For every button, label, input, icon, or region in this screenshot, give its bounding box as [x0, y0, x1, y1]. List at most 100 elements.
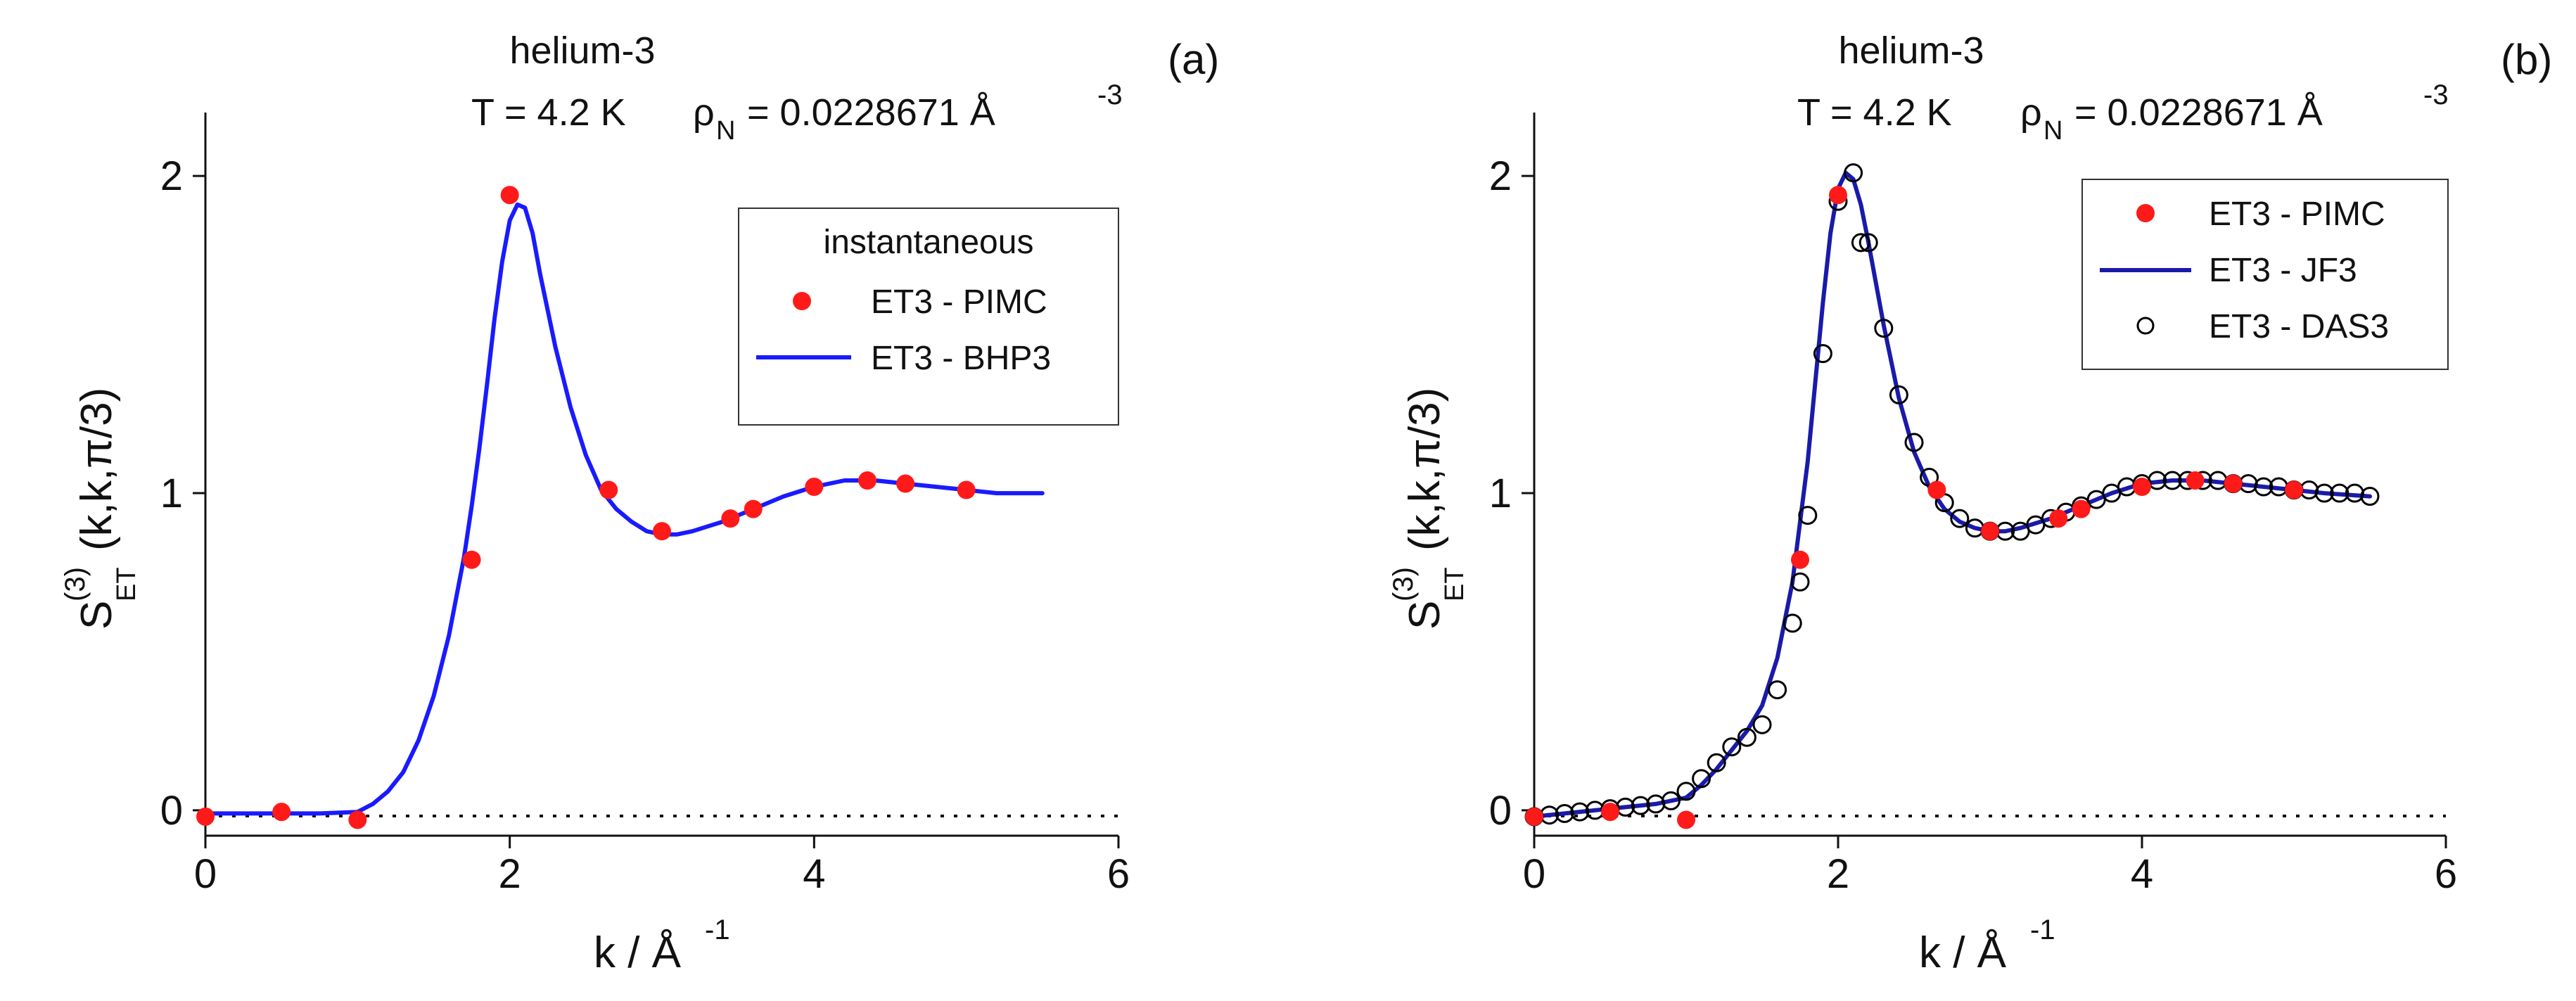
panel-a-data-point-et3-pimc [896, 474, 915, 493]
panel-b-data-point-et3-pimc [1829, 186, 1847, 205]
panel-b-data-point-et3-pimc [1791, 550, 1809, 569]
panel-a-xlabel-sup: -1 [705, 914, 730, 945]
panel-b-legend: ET3 - PIMC ET3 - JF3 ET3 - DAS3 [2081, 179, 2449, 370]
panel-b-data-point-et3-das3 [1631, 796, 1650, 815]
panel-a-x-tick-label: 0 [194, 851, 217, 897]
panel-b-series [1524, 163, 2380, 829]
panel-b-data-point-et3-das3 [2314, 483, 2334, 503]
panel-b-data-point-et3-das3 [1950, 509, 1970, 528]
panel-a-y-tick-label: 0 [160, 788, 183, 834]
panel-b-title-rho-exp: -3 [2423, 79, 2449, 110]
panel-a-y-ticks: 0 1 2 [160, 153, 205, 834]
panel-a-legend-label-pimc: ET3 - PIMC [871, 283, 1047, 321]
panel-b-data-point-et3-das3 [1874, 319, 1894, 338]
panel-a-title-temperature: T = 4.2 K [471, 91, 626, 134]
panel-b-ylabel-args: (k,k,π/3) [1401, 388, 1449, 551]
panel-b-data-point-et3-das3 [2148, 471, 2167, 490]
panel-a: helium-3 T = 4.2 K ρ N = 0.0228671 Å -3 … [60, 30, 1219, 977]
panel-b-title-line1: helium-3 [1838, 30, 1984, 72]
panel-a-ylabel-sup: (3) [60, 567, 91, 601]
panel-b-data-point-et3-das3 [2330, 483, 2349, 503]
panel-b-data-point-et3-pimc [1677, 810, 1695, 829]
panel-b-y-ticks: 0 1 2 [1489, 153, 1534, 834]
panel-a-x-tick-label: 6 [1107, 851, 1130, 897]
panel-b-data-point-et3-pimc [2285, 480, 2303, 499]
panel-b: helium-3 T = 4.2 K ρ N = 0.0228671 Å -3 … [1388, 30, 2552, 977]
panel-b-data-point-et3-das3 [2117, 477, 2136, 497]
panel-b-title-temperature: T = 4.2 K [1797, 91, 1952, 134]
panel-b-xlabel-main: k / Å [1919, 929, 2007, 977]
panel-a-legend-marker-pimc [793, 292, 811, 310]
panel-b-y-tick-label: 1 [1489, 471, 1512, 516]
panel-b-legend-marker-das3 [2136, 317, 2155, 335]
panel-b-data-point-et3-das3 [1661, 791, 1681, 810]
panel-b-data-point-et3-pimc [2072, 499, 2091, 518]
panel-b-data-point-et3-das3 [2254, 477, 2274, 497]
panel-a-xlabel-main: k / Å [594, 929, 682, 977]
panel-a-label: (a) [1168, 36, 1219, 83]
panel-b-data-point-et3-pimc [2186, 471, 2205, 490]
panel-b-data-point-et3-das3 [1798, 506, 1818, 525]
panel-b-title-rho-symbol: ρ [2020, 91, 2042, 134]
panel-a-x-ticks: 0 2 4 6 [194, 836, 1130, 897]
panel-b-data-point-et3-das3 [1858, 233, 1878, 253]
panel-a-series [196, 186, 1045, 829]
panel-b-data-point-et3-das3 [1676, 782, 1696, 801]
panel-a-title-rho-exp: -3 [1097, 79, 1123, 110]
panel-b-data-point-et3-das3 [2208, 471, 2228, 490]
panel-a-ylabel-sub: ET [112, 567, 141, 601]
panel-a-data-point-et3-pimc [721, 509, 740, 528]
panel-a-data-point-et3-pimc [858, 471, 877, 490]
panel-b-ylabel-main: S [1401, 601, 1449, 630]
panel-b-data-point-et3-das3 [1752, 715, 1772, 734]
panel-b-data-point-et3-das3 [2269, 477, 2288, 497]
panel-b-x-tick-label: 0 [1523, 851, 1545, 897]
panel-a-legend-label-bhp3: ET3 - BHP3 [871, 340, 1051, 377]
panel-b-legend-label-pimc: ET3 - PIMC [2209, 196, 2385, 233]
panel-a-ylabel-args: (k,k,π/3) [72, 388, 121, 551]
panel-a-data-point-et3-pimc [599, 480, 618, 499]
panel-b-data-point-et3-das3 [1889, 385, 1908, 404]
panel-b-data-point-et3-das3 [2345, 483, 2364, 503]
panel-a-data-point-et3-pimc [348, 810, 367, 829]
panel-a-data-point-et3-pimc [462, 550, 481, 569]
panel-b-title-rho-sub: N [2043, 116, 2062, 146]
panel-a-title-line1: helium-3 [509, 30, 655, 72]
panel-b-legend-label-das3: ET3 - DAS3 [2209, 308, 2389, 345]
panel-a-data-point-et3-pimc [653, 522, 671, 541]
panel-b-data-point-et3-pimc [1981, 522, 1999, 541]
panel-b-data-point-et3-das3 [1737, 727, 1756, 747]
panel-a-data-point-et3-pimc [196, 807, 215, 826]
panel-b-data-point-et3-pimc [2049, 509, 2068, 528]
panel-b-x-tick-label: 4 [2131, 851, 2153, 897]
panel-a-legend: instantaneous ET3 - PIMC ET3 - BHP3 [738, 208, 1119, 426]
panel-b-data-point-et3-das3 [1813, 344, 1832, 364]
panel-b-label: (b) [2501, 36, 2552, 83]
panel-b-data-point-et3-pimc [2133, 478, 2151, 497]
panel-a-title-rho-symbol: ρ [693, 91, 715, 134]
panel-b-data-point-et3-das3 [1768, 680, 1787, 700]
panel-b-ylabel-sup: (3) [1388, 567, 1419, 601]
panel-b-x-ticks: 0 2 4 6 [1523, 836, 2457, 897]
panel-b-data-point-et3-das3 [2360, 487, 2380, 506]
panel-b-data-point-et3-das3 [1844, 163, 1863, 183]
panel-a-legend-title: instantaneous [824, 224, 1034, 261]
panel-b-xlabel-sup: -1 [2030, 914, 2055, 945]
panel-b-y-tick-label: 2 [1489, 153, 1512, 199]
panel-a-ylabel-main: S [72, 601, 121, 630]
panel-b-data-point-et3-das3 [1722, 737, 1742, 757]
panel-b-data-point-et3-das3 [2300, 480, 2319, 500]
panel-b-y-tick-label: 0 [1489, 788, 1512, 834]
panel-a-y-axis-title: S (3) ET (k,k,π/3) [60, 388, 141, 630]
panel-a-data-point-et3-pimc [500, 186, 519, 205]
panel-b-data-point-et3-das3 [1783, 613, 1802, 633]
panel-b-data-point-et3-das3 [1555, 803, 1574, 823]
panel-a-data-point-et3-pimc [805, 478, 824, 497]
panel-a-data-point-et3-pimc [744, 499, 763, 518]
panel-b-data-point-et3-das3 [2162, 471, 2182, 490]
panel-a-legend-box [738, 208, 1119, 426]
panel-b-x-tick-label: 6 [2435, 851, 2457, 897]
panel-b-title-rho-value: = 0.0228671 Å [2074, 91, 2323, 134]
panel-b-ylabel-sub: ET [1440, 567, 1469, 601]
